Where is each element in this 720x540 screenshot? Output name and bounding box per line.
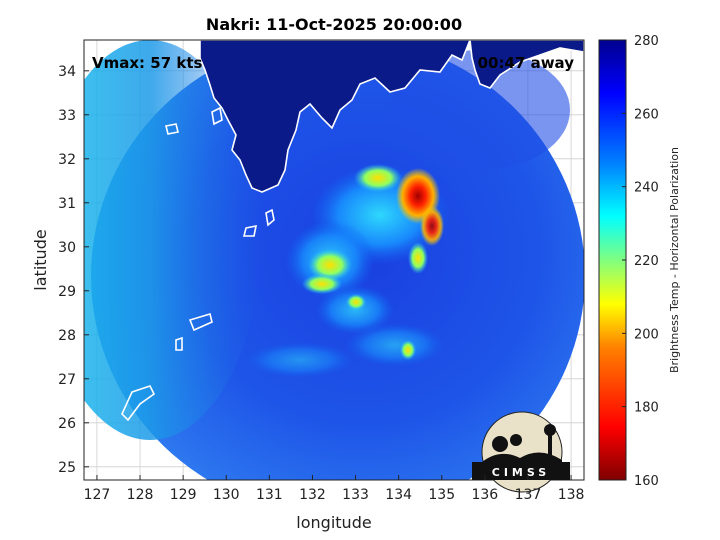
y-tick-label: 34 bbox=[58, 64, 76, 80]
rainband-yellow bbox=[346, 294, 366, 310]
y-tick-label: 28 bbox=[58, 328, 76, 344]
microwave-swath bbox=[84, 40, 584, 480]
time-away-label: 00:47 away bbox=[478, 54, 575, 72]
colorbar-tick-label: 180 bbox=[634, 401, 659, 416]
colorbar-tick-label: 220 bbox=[634, 254, 659, 269]
plot-title: Nakri: 11-Oct-2025 20:00:00 bbox=[206, 15, 462, 34]
colorbar bbox=[598, 39, 627, 481]
x-tick-label: 136 bbox=[471, 487, 498, 503]
colorbar-tick-label: 260 bbox=[634, 107, 659, 122]
west-warm-band bbox=[84, 40, 260, 440]
colorbar-ticks: 160 180 200 220 240 260 280 bbox=[622, 34, 659, 489]
x-tick-label: 131 bbox=[256, 487, 283, 503]
x-tick-label: 134 bbox=[385, 487, 412, 503]
logo-base bbox=[472, 462, 570, 480]
island bbox=[211, 106, 223, 126]
vmax-label: Vmax: 57 kts bbox=[92, 54, 202, 72]
japan-kyushu-shikoku bbox=[199, 40, 471, 193]
x-axis-ticks: 127 128 129 130 131 132 133 134 135 136 137 138 bbox=[84, 475, 585, 503]
island bbox=[188, 312, 213, 332]
colorbar-tick-label: 200 bbox=[634, 327, 659, 342]
japan-honshu-west bbox=[469, 40, 584, 89]
rainband-cyan bbox=[315, 285, 395, 335]
logo-text: CIMSS bbox=[492, 466, 550, 479]
rainband-yellow bbox=[400, 340, 416, 360]
x-tick-label: 135 bbox=[428, 487, 455, 503]
north-cool-patch bbox=[390, 50, 570, 170]
y-tick-label: 32 bbox=[58, 152, 76, 168]
y-axis-ticks: 25 26 27 28 29 30 31 32 33 34 bbox=[58, 64, 89, 476]
x-tick-label: 127 bbox=[84, 487, 111, 503]
cimss-logo: CIMSS bbox=[472, 411, 570, 493]
island bbox=[175, 336, 183, 351]
x-axis-label: longitude bbox=[296, 513, 371, 532]
colorbar-tick-label: 160 bbox=[634, 474, 659, 489]
colorbar-tick-label: 280 bbox=[634, 34, 659, 49]
x-tick-label: 133 bbox=[342, 487, 369, 503]
y-tick-label: 30 bbox=[58, 240, 76, 256]
y-tick-label: 26 bbox=[58, 416, 76, 432]
logo-tower bbox=[548, 432, 552, 462]
plot-frame bbox=[83, 39, 585, 481]
y-tick-label: 31 bbox=[58, 196, 76, 212]
logo-dish bbox=[510, 434, 522, 446]
x-tick-label: 128 bbox=[127, 487, 154, 503]
rainband-yellow bbox=[302, 274, 342, 294]
y-tick-label: 25 bbox=[58, 460, 76, 476]
y-tick-label: 27 bbox=[58, 372, 76, 388]
island bbox=[265, 208, 275, 227]
island bbox=[121, 385, 156, 422]
rainband-yellow bbox=[408, 242, 428, 274]
x-tick-label: 132 bbox=[299, 487, 326, 503]
logo-dish bbox=[492, 436, 508, 452]
x-tick-label: 138 bbox=[558, 487, 585, 503]
logo-tower-top bbox=[544, 424, 556, 436]
island bbox=[242, 224, 258, 237]
rainband-cyan bbox=[345, 323, 445, 367]
rainband-cyan bbox=[245, 342, 355, 378]
eyewall-band bbox=[420, 206, 444, 246]
y-tick-label: 33 bbox=[58, 108, 76, 124]
y-axis-label: latitude bbox=[31, 229, 50, 290]
x-tick-label: 137 bbox=[515, 487, 542, 503]
colorbar-tick-label: 240 bbox=[634, 181, 659, 196]
x-tick-label: 130 bbox=[213, 487, 240, 503]
colorbar-label: Brightness Temp - Horizontal Polarizatio… bbox=[668, 147, 681, 373]
rainband-yellow bbox=[308, 249, 352, 281]
island bbox=[165, 123, 179, 135]
rainband-yellow bbox=[354, 164, 402, 192]
coastline bbox=[121, 40, 584, 422]
y-tick-label: 29 bbox=[58, 284, 76, 300]
logo-hill bbox=[482, 452, 562, 462]
x-tick-label: 129 bbox=[170, 487, 197, 503]
